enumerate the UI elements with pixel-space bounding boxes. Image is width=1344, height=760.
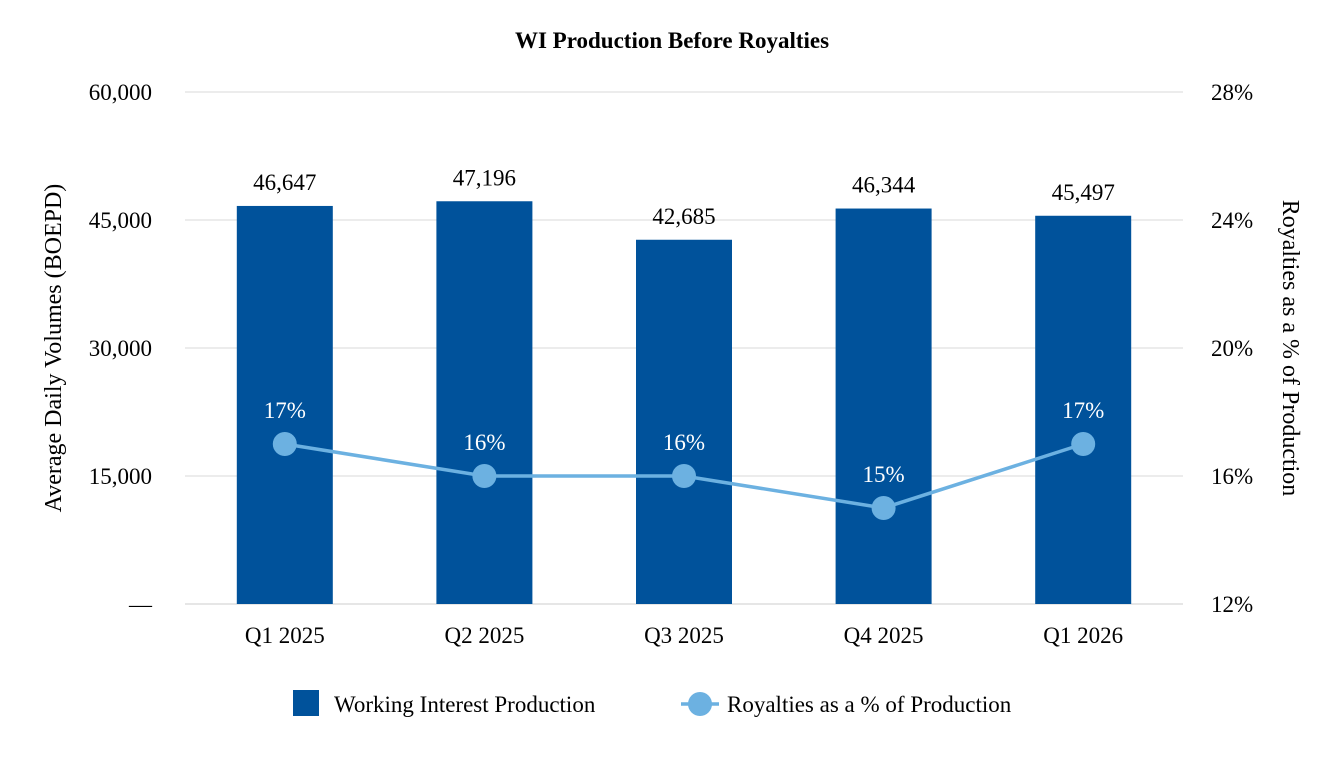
chart-title: WI Production Before Royalties bbox=[515, 28, 829, 53]
left-tick-label: 30,000 bbox=[89, 336, 152, 361]
line-labels: 17% 16% 16% 15% 17% bbox=[264, 398, 1105, 487]
right-tick-label: 20% bbox=[1211, 336, 1253, 361]
royalties-value-label: 16% bbox=[663, 430, 705, 455]
left-tick-label: 45,000 bbox=[89, 208, 152, 233]
x-tick-label: Q1 2025 bbox=[245, 623, 325, 648]
right-tick-label: 12% bbox=[1211, 592, 1253, 617]
bar bbox=[436, 201, 533, 604]
right-tick-label: 24% bbox=[1211, 208, 1253, 233]
bar-value-label: 46,647 bbox=[253, 170, 316, 195]
bar-labels: 46,647 47,196 42,685 46,344 45,497 bbox=[253, 165, 1115, 228]
line-series bbox=[272, 432, 1096, 520]
left-axis-title: Average Daily Volumes (BOEPD) bbox=[41, 184, 67, 513]
left-tick-label: 15,000 bbox=[89, 464, 152, 489]
right-tick-label: 28% bbox=[1211, 80, 1253, 105]
bar-value-label: 42,685 bbox=[652, 204, 715, 229]
royalties-point bbox=[672, 464, 696, 488]
x-tick-label: Q4 2025 bbox=[844, 623, 924, 648]
bar bbox=[236, 205, 333, 604]
royalties-value-label: 17% bbox=[1062, 398, 1104, 423]
x-tick-label: Q3 2025 bbox=[644, 623, 724, 648]
right-tick-label: 16% bbox=[1211, 464, 1253, 489]
legend-label-working-interest: Working Interest Production bbox=[334, 692, 596, 717]
right-axis-ticks: 12% 16% 20% 24% 28% bbox=[1211, 80, 1253, 617]
legend-label-royalties: Royalties as a % of Production bbox=[727, 692, 1012, 717]
bar-value-label: 47,196 bbox=[453, 165, 516, 190]
royalties-point bbox=[871, 496, 896, 520]
bar bbox=[1035, 215, 1132, 605]
bars bbox=[236, 201, 1132, 605]
x-tick-label: Q2 2025 bbox=[444, 623, 524, 648]
royalties-value-label: 16% bbox=[463, 430, 505, 455]
x-axis-ticks: Q1 2025 Q2 2025 Q3 2025 Q4 2025 Q1 2026 bbox=[245, 623, 1123, 648]
left-axis-ticks: — 15,000 30,000 45,000 60,000 bbox=[89, 80, 153, 617]
left-tick-label: — bbox=[128, 592, 153, 617]
bar bbox=[835, 208, 932, 605]
legend-marker-royalties bbox=[688, 692, 712, 716]
x-tick-label: Q1 2026 bbox=[1043, 623, 1123, 648]
royalties-point bbox=[272, 432, 297, 456]
royalties-value-label: 17% bbox=[264, 398, 306, 423]
bar bbox=[636, 239, 732, 604]
legend-swatch-working-interest bbox=[293, 690, 319, 716]
bar-value-label: 45,497 bbox=[1052, 180, 1115, 205]
royalties-value-label: 15% bbox=[863, 462, 905, 487]
left-tick-label: 60,000 bbox=[89, 80, 152, 105]
royalties-point bbox=[1071, 432, 1096, 456]
right-axis-title: Royalties as a % of Production bbox=[1277, 200, 1303, 497]
royalties-point bbox=[472, 464, 497, 488]
bar-value-label: 46,344 bbox=[852, 173, 916, 198]
legend: Working Interest Production Royalties as… bbox=[293, 690, 1012, 717]
